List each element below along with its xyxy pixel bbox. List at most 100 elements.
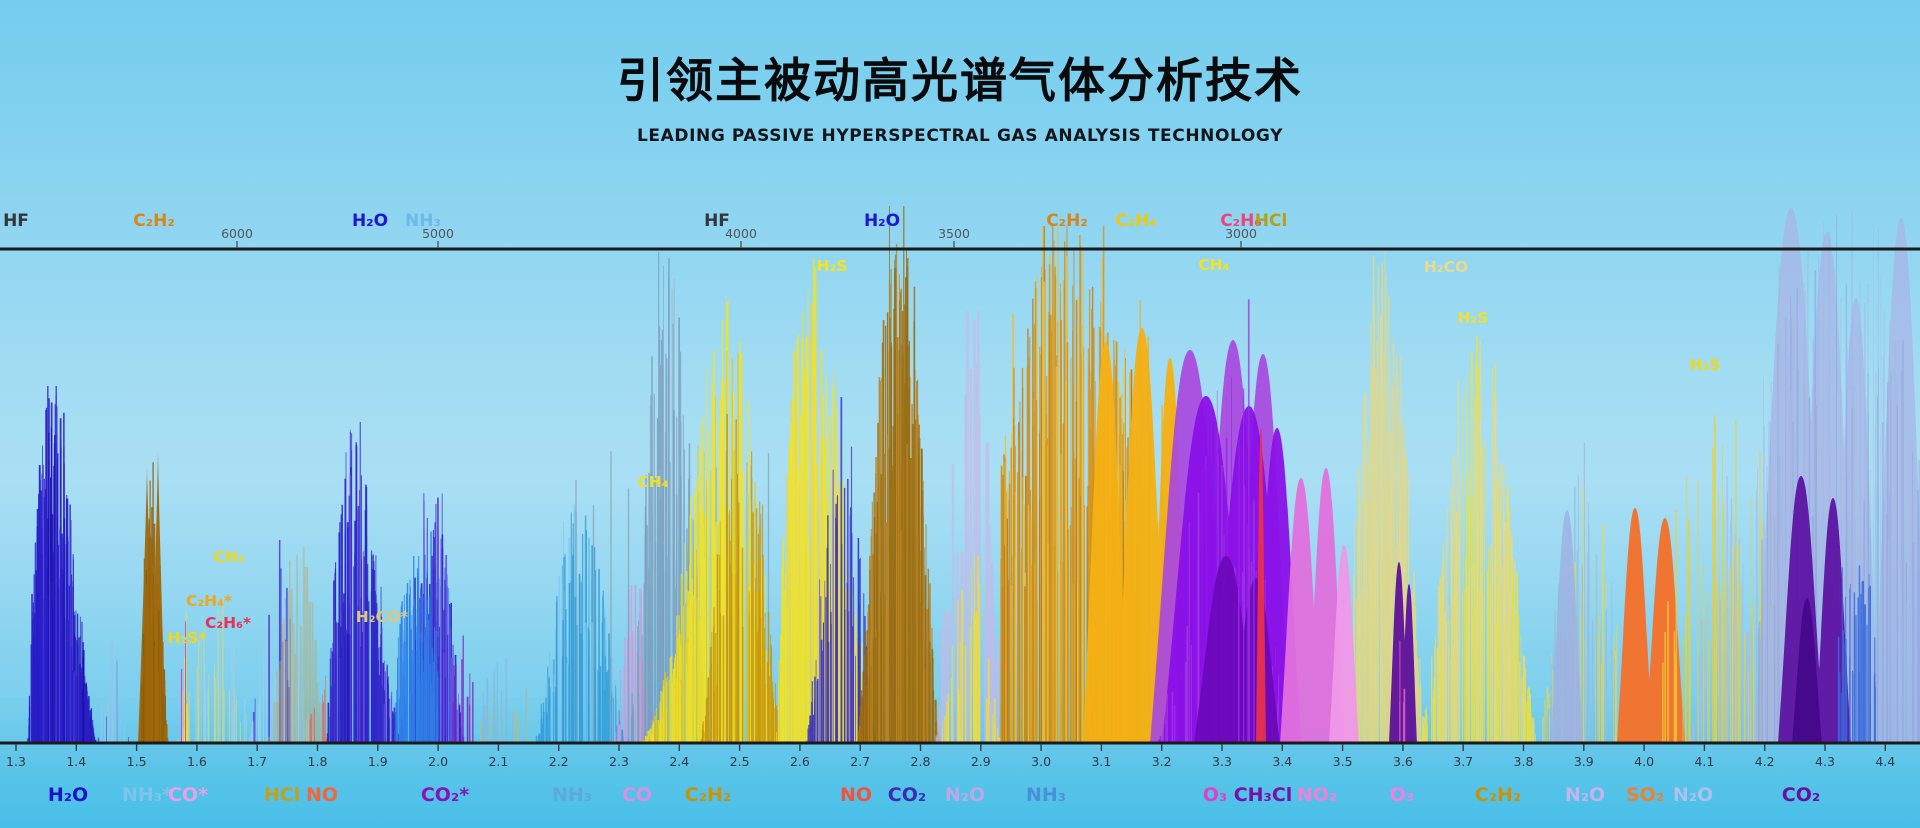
band-shape bbox=[1389, 562, 1417, 744]
spectral-band-H₂S* bbox=[180, 612, 188, 744]
band-shape bbox=[1329, 545, 1359, 744]
gas-label-top: HF bbox=[3, 211, 29, 231]
gas-label-bottom: N₂O bbox=[1673, 784, 1713, 806]
wavelength-tick-label: 4.1 bbox=[1694, 754, 1714, 769]
gas-label-bottom: O₃ bbox=[1390, 784, 1414, 806]
gas-label-bottom: HCl bbox=[264, 784, 300, 806]
spectral-band-O₃ bbox=[1399, 640, 1406, 744]
spectral-band-H₂O bbox=[395, 556, 439, 744]
gas-label-bottom: CO₂* bbox=[421, 784, 469, 806]
spectral-band-O₃ bbox=[1389, 562, 1417, 744]
gas-label-top: C₂H₄ bbox=[1115, 211, 1157, 231]
band-shape bbox=[1280, 468, 1345, 744]
wavelength-tick-label: 2.3 bbox=[609, 754, 629, 769]
spectral-band-mix bbox=[937, 556, 1002, 744]
wavelength-tick-label: 2.5 bbox=[730, 754, 750, 769]
axes: 6000 5000 4000 3500 3000 1.3 1.4 1.5 1.6 1.7 1.8 1.… bbox=[0, 226, 1920, 769]
wavelength-tick-label: 4.2 bbox=[1755, 754, 1775, 769]
wavelength-tick-label: 3.4 bbox=[1272, 754, 1292, 769]
gas-label-bottom: SO₂ bbox=[1626, 784, 1664, 806]
wavelength-tick-label: 2.7 bbox=[850, 754, 870, 769]
inplot-gas-label: H₂S* bbox=[167, 629, 206, 647]
spectral-band-CH₃Cl bbox=[1237, 299, 1255, 744]
spectral-band-CO₂ bbox=[1792, 598, 1822, 744]
wavelength-tick-label: 1.8 bbox=[308, 754, 328, 769]
spectral-band-mix bbox=[1537, 443, 1627, 744]
gas-label-top: C₂H₂ bbox=[133, 211, 175, 231]
spectral-band-N₂O bbox=[1690, 476, 1763, 744]
gas-label-bottom: NH₃ bbox=[1026, 784, 1066, 806]
gas-label-bottom: N₂O bbox=[945, 784, 985, 806]
inplot-gas-label: H₂S bbox=[817, 257, 848, 275]
spectral-band-CO₂* bbox=[453, 635, 474, 744]
gas-label-bottom: NO bbox=[306, 784, 338, 806]
wavelength-tick-label: 2.8 bbox=[911, 754, 931, 769]
wavelength-tick-label: 3.2 bbox=[1152, 754, 1172, 769]
wavelength-tick-label: 2.0 bbox=[428, 754, 448, 769]
gas-label-bottom: NO₂ bbox=[1297, 784, 1337, 806]
spectral-band-NH₃ bbox=[535, 504, 627, 744]
band-shape bbox=[1778, 476, 1851, 744]
wavelength-tick-label: 1.3 bbox=[6, 754, 26, 769]
inplot-gas-label: H₂CO* bbox=[356, 608, 408, 626]
spectral-band-H₂O bbox=[326, 422, 403, 744]
spectral-band-C₂H₂ bbox=[700, 413, 782, 744]
page-title: 引领主被动高光谱气体分析技术 bbox=[617, 54, 1303, 109]
wavelength-tick-label: 4.0 bbox=[1634, 754, 1654, 769]
gas-label-top: C₂H₂ bbox=[1046, 211, 1088, 231]
spectral-band-NO₂ bbox=[1329, 545, 1359, 744]
inplot-gas-label: CH₄ bbox=[1198, 256, 1229, 274]
wavelength-tick-label: 3.3 bbox=[1212, 754, 1232, 769]
gas-label-bottom: H₂O bbox=[48, 784, 88, 806]
inplot-gas-label: C₂H₆* bbox=[205, 614, 251, 632]
spectral-band-NO₂ bbox=[1256, 428, 1266, 744]
spectral-band-H₂O bbox=[27, 386, 98, 744]
wavenumber-tick-label: 6000 bbox=[221, 226, 253, 241]
spectral-band-CO₂ bbox=[1837, 565, 1877, 744]
wavelength-tick-label: 4.3 bbox=[1815, 754, 1835, 769]
spectral-band-H₂O bbox=[97, 640, 131, 744]
band-shape bbox=[1256, 428, 1266, 744]
gas-label-bottom: NO bbox=[840, 784, 872, 806]
wavelength-tick-label: 3.5 bbox=[1333, 754, 1353, 769]
spectral-band-CO₂ bbox=[856, 206, 940, 744]
gas-label-bottom: O₃ bbox=[1203, 784, 1227, 806]
wavelength-tick-label: 4.4 bbox=[1875, 754, 1895, 769]
wavelength-tick-label: 2.9 bbox=[971, 754, 991, 769]
spectral-band-CO₂ bbox=[1778, 476, 1851, 744]
gas-label-bottom: CH₃Cl bbox=[1234, 784, 1293, 806]
inplot-gas-label: H₂CO bbox=[1424, 258, 1468, 276]
spectral-band-C₂H₂ bbox=[137, 462, 169, 744]
wavelength-tick-label: 1.7 bbox=[247, 754, 267, 769]
wavelength-tick-label: 3.6 bbox=[1393, 754, 1413, 769]
gas-label-top: NH₃ bbox=[405, 211, 441, 231]
wavelength-tick-label: 3.8 bbox=[1514, 754, 1534, 769]
wavelength-tick-label: 2.2 bbox=[549, 754, 569, 769]
wavelength-tick-label: 1.5 bbox=[127, 754, 147, 769]
band-shape bbox=[1551, 510, 1583, 744]
spectral-band-mix bbox=[480, 658, 528, 744]
spectral-band-NO₂ bbox=[1280, 468, 1345, 744]
spectral-band-H₂O bbox=[248, 540, 315, 744]
gas-label-bottom: CO₂ bbox=[1782, 784, 1820, 806]
wavelength-tick-label: 3.7 bbox=[1453, 754, 1473, 769]
wavelength-tick-label: 1.9 bbox=[368, 754, 388, 769]
gas-label-bottom: C₂H₂ bbox=[685, 784, 732, 806]
page-subtitle: LEADING PASSIVE HYPERSPECTRAL GAS ANALYS… bbox=[636, 126, 1284, 146]
wavenumber-tick-label: 3000 bbox=[1225, 226, 1257, 241]
spectral-band-CH₄ bbox=[1420, 335, 1536, 744]
gas-label-top: C₂H₆ bbox=[1220, 211, 1262, 231]
wavenumber-tick-label: 3500 bbox=[938, 226, 970, 241]
inplot-gas-label: CH₄ bbox=[637, 473, 668, 491]
spectral-bands bbox=[27, 206, 1920, 744]
band-shape bbox=[1792, 598, 1822, 744]
wavelength-tick-label: 1.4 bbox=[66, 754, 86, 769]
gas-label-top: H₂O bbox=[864, 211, 900, 231]
gas-label-bottom: N₂O bbox=[1565, 784, 1605, 806]
wavelength-tick-label: 3.9 bbox=[1574, 754, 1594, 769]
wavelength-tick-label: 2.4 bbox=[669, 754, 689, 769]
wavelength-tick-label: 2.6 bbox=[790, 754, 810, 769]
inplot-gas-label: CH₄ bbox=[213, 548, 244, 566]
